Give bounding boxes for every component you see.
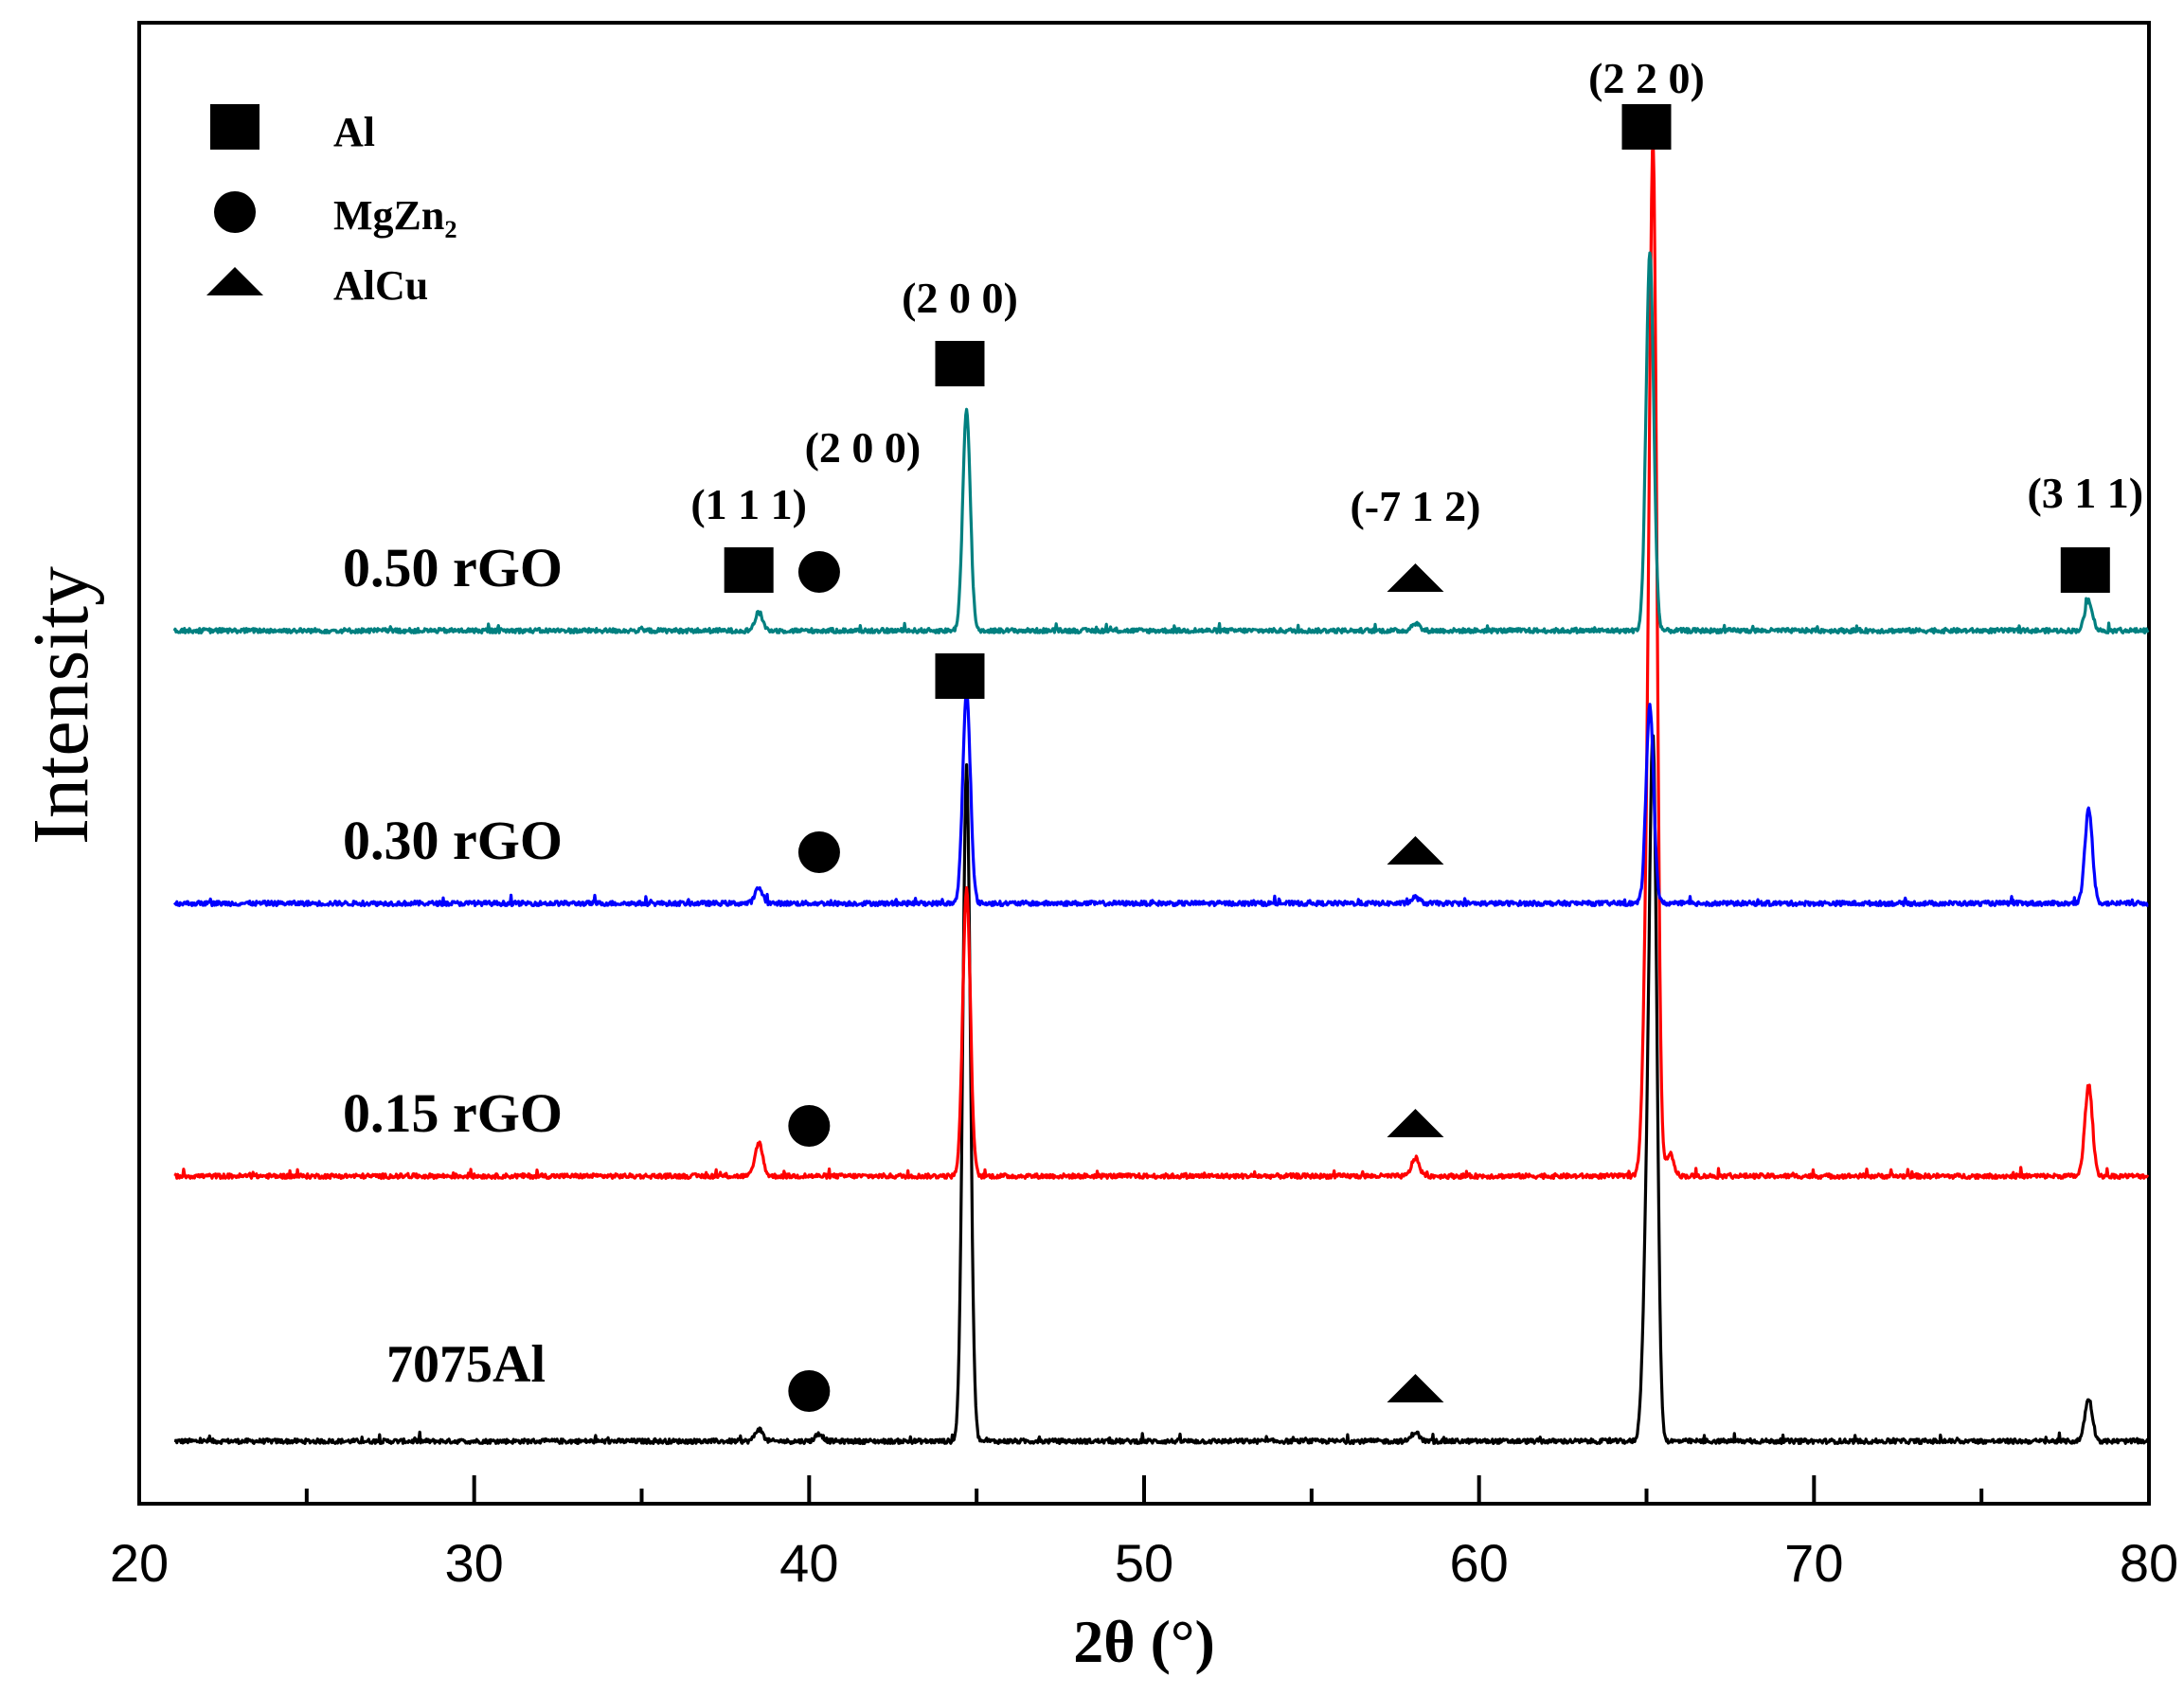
phase-marker-circle [788, 1105, 831, 1147]
miller-index-label: (1 1 1) [690, 480, 807, 528]
phase-marker-square [935, 341, 985, 386]
series-label: 0.50 rGO [343, 537, 563, 598]
legend-marker-square [210, 104, 260, 150]
phase-marker-triangle [1387, 1109, 1444, 1137]
x-tick-label: 30 [445, 1533, 504, 1593]
phase-marker-circle [797, 551, 840, 593]
phase-marker-square [2060, 547, 2110, 593]
series-line [173, 734, 2150, 1446]
x-tick-label: 20 [110, 1533, 169, 1593]
x-tick-label: 60 [1450, 1533, 1509, 1593]
series-line [173, 142, 2150, 1181]
x-tick-label: 70 [1784, 1533, 1843, 1593]
phase-marker-triangle [1387, 1374, 1444, 1402]
miller-index-label: (2 0 0) [902, 274, 1018, 322]
phase-marker-triangle [1387, 836, 1444, 865]
y-axis-label: Intensity [17, 566, 105, 845]
phase-marker-square [724, 547, 774, 593]
phase-marker-triangle [1387, 563, 1444, 592]
legend-marker-circle [214, 191, 256, 233]
phase-marker-circle [797, 831, 840, 873]
series-line [172, 689, 2149, 908]
miller-index-label: (2 2 0) [1588, 54, 1705, 102]
phase-marker-square [1621, 104, 1672, 150]
miller-index-label: (3 1 1) [2027, 469, 2143, 517]
series-label: 0.15 rGO [343, 1082, 563, 1144]
x-tick-label: 50 [1115, 1533, 1173, 1593]
series-line [172, 251, 2150, 635]
legend-marker-triangle [206, 267, 263, 295]
miller-index-label: (-7 1 2) [1350, 482, 1480, 530]
x-axis-label: 2θ (°) [1073, 1608, 1215, 1675]
series-label: 7075Al [386, 1335, 546, 1394]
legend-label: MgZn₂ [333, 192, 457, 239]
phase-marker-square [935, 653, 985, 699]
legend-label: Al [333, 109, 375, 155]
x-tick-label: 80 [2120, 1533, 2178, 1593]
miller-index-label: (2 0 0) [805, 423, 922, 472]
phase-marker-circle [788, 1370, 831, 1412]
legend-label: AlCu [333, 262, 428, 309]
x-tick-label: 40 [779, 1533, 838, 1593]
series-label: 0.30 rGO [343, 810, 563, 871]
plot-frame [137, 21, 2151, 1506]
